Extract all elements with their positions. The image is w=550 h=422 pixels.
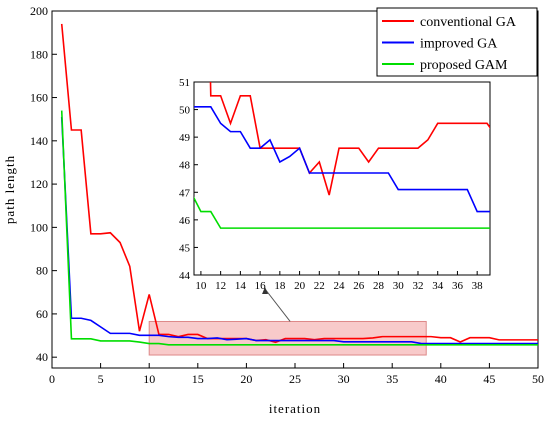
x-tick-label: 35 — [386, 372, 398, 386]
legend-entry: improved GA — [420, 37, 498, 52]
inset-y-tick-label: 50 — [179, 105, 191, 117]
x-tick-label: 5 — [98, 372, 104, 386]
inset-line-proposed-gam — [194, 196, 490, 229]
x-tick-label: 15 — [192, 372, 204, 386]
inset-x-tick-label: 28 — [373, 280, 385, 292]
y-tick-label: 200 — [30, 4, 48, 18]
inset-line-conventional-ga — [209, 82, 490, 196]
x-tick-label: 25 — [289, 372, 301, 386]
x-axis-label: iteration — [269, 401, 321, 416]
y-tick-label: 180 — [30, 47, 48, 61]
inset-y-tick-label: 49 — [179, 132, 191, 144]
inset-y-tick-label: 51 — [179, 77, 190, 89]
x-tick-label: 0 — [49, 372, 55, 386]
inset-x-tick-label: 34 — [432, 280, 444, 292]
inset-plot: 10 12 14 16 18 20 22 24 26 28 30 32 34 36 38 44 45 46 47 48… — [179, 77, 491, 322]
legend-entry: proposed GAM — [420, 58, 508, 73]
y-tick-label: 60 — [36, 307, 48, 321]
legend-entry: conventional GA — [420, 15, 517, 30]
y-tick-label: 80 — [36, 264, 48, 278]
inset-x-tick-label: 36 — [452, 280, 464, 292]
inset-line-improved-ga — [194, 106, 490, 213]
x-tick-label: 10 — [143, 372, 155, 386]
y-tick-label: 120 — [30, 177, 48, 191]
y-tick-label: 160 — [30, 91, 48, 105]
inset-x-tick-label: 10 — [195, 280, 207, 292]
inset-x-tick-label: 12 — [215, 280, 226, 292]
x-tick-label: 30 — [338, 372, 350, 386]
inset-frame — [193, 81, 491, 276]
inset-x-tick-label: 14 — [235, 280, 247, 292]
inset-x-tick-label: 24 — [334, 280, 346, 292]
inset-series — [194, 82, 490, 229]
x-tick-label: 20 — [240, 372, 252, 386]
x-tick-label: 45 — [483, 372, 495, 386]
legend: conventional GA improved GA proposed GAM — [376, 7, 538, 77]
inset-y-tick-label: 45 — [179, 242, 191, 254]
inset-x-tick-label: 26 — [353, 280, 365, 292]
main-plot: 0 5 10 15 20 25 30 35 40 45 50 40 60 80 100 120 140 160 18… — [2, 4, 544, 416]
inset-x-tick-label: 20 — [294, 280, 306, 292]
inset-x-tick-label: 38 — [472, 280, 484, 292]
inset-x-tick-label: 30 — [393, 280, 405, 292]
x-tick-label: 50 — [532, 372, 544, 386]
series-line-conventional-ga — [60, 23, 538, 344]
inset-y-tick-label: 44 — [179, 270, 191, 282]
series-line-improved-ga — [60, 116, 538, 345]
inset-y-tick-label: 47 — [179, 187, 191, 199]
inset-x-tick-label: 16 — [255, 280, 267, 292]
inset-y-tick-label: 48 — [179, 160, 191, 172]
zoom-connector-line — [264, 288, 291, 322]
y-axis-label: path length — [2, 155, 17, 224]
series-line-proposed-gam — [60, 110, 538, 346]
inset-y-tick-label: 46 — [179, 215, 191, 227]
y-tick-label: 40 — [36, 350, 48, 364]
inset-x-tick-label: 22 — [314, 280, 325, 292]
inset-x-tick-label: 18 — [274, 280, 286, 292]
y-tick-label: 100 — [30, 220, 48, 234]
zoom-arrow-icon — [262, 287, 269, 294]
x-tick-label: 40 — [435, 372, 447, 386]
inset-x-tick-label: 32 — [412, 280, 423, 292]
y-tick-label: 140 — [30, 134, 48, 148]
